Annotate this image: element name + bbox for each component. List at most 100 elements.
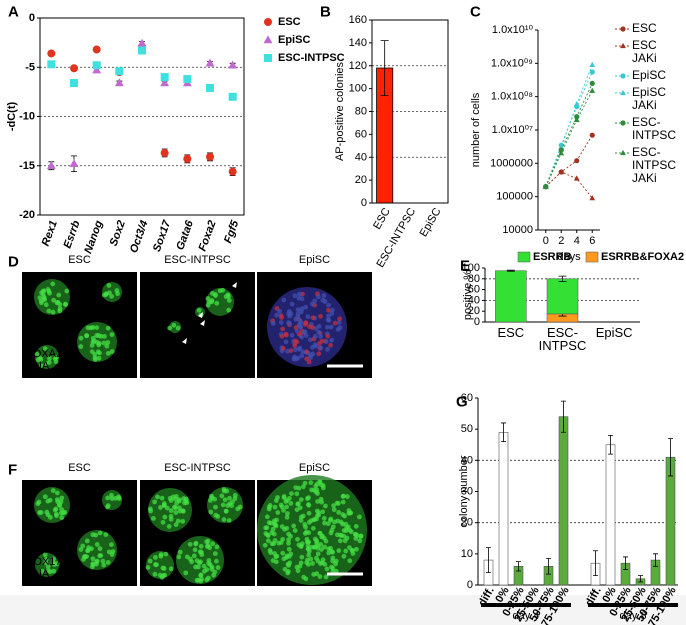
marker bbox=[183, 154, 192, 163]
cell bbox=[270, 526, 276, 532]
cell bbox=[326, 302, 331, 308]
cell bbox=[325, 333, 331, 339]
x-tick-label: Nanog bbox=[82, 219, 105, 256]
legend-marker bbox=[620, 149, 626, 156]
cell bbox=[90, 325, 96, 330]
cell bbox=[324, 566, 330, 572]
cell bbox=[321, 293, 327, 298]
cell bbox=[90, 564, 95, 570]
error-bar bbox=[516, 561, 521, 572]
cell bbox=[353, 523, 359, 529]
legend-label: EpiSC JAKi bbox=[632, 85, 667, 112]
cell bbox=[152, 554, 158, 560]
cell bbox=[306, 510, 312, 516]
cell bbox=[191, 553, 197, 559]
cell bbox=[51, 297, 57, 303]
marker bbox=[589, 80, 595, 87]
cell bbox=[226, 518, 232, 523]
error-bar bbox=[593, 550, 598, 577]
group-bracket bbox=[588, 603, 678, 607]
cell bbox=[105, 350, 111, 356]
y-tick-label: 1.0x10⁰⁸ bbox=[491, 91, 533, 103]
cell bbox=[305, 314, 311, 320]
cell bbox=[282, 566, 288, 572]
panel-letter: A bbox=[8, 4, 19, 21]
cell bbox=[304, 529, 309, 535]
cell bbox=[286, 546, 292, 552]
cell bbox=[109, 349, 115, 354]
cell bbox=[171, 322, 177, 328]
legend-marker bbox=[620, 42, 626, 49]
error-bar bbox=[608, 435, 613, 455]
marker bbox=[558, 168, 565, 175]
cell bbox=[285, 570, 291, 576]
cell bbox=[337, 538, 343, 544]
x-tick-label: Sox2 bbox=[108, 219, 128, 248]
cell bbox=[301, 574, 307, 580]
cell bbox=[336, 548, 342, 553]
cell bbox=[295, 501, 301, 507]
cell bbox=[336, 319, 342, 325]
cell bbox=[182, 500, 187, 506]
cell bbox=[309, 544, 315, 550]
colony bbox=[102, 282, 122, 302]
stain-label: SOX17 bbox=[26, 556, 61, 568]
cell bbox=[322, 544, 328, 550]
cell bbox=[43, 302, 49, 308]
y-tick-label: 40 bbox=[461, 454, 473, 466]
cell bbox=[300, 349, 306, 355]
marker bbox=[574, 114, 580, 120]
cell bbox=[265, 538, 271, 544]
cell bbox=[331, 503, 337, 509]
cell bbox=[180, 508, 186, 514]
cell bbox=[113, 495, 118, 501]
cell bbox=[227, 495, 232, 501]
cell bbox=[101, 340, 107, 346]
cell bbox=[198, 572, 204, 578]
cell bbox=[280, 346, 286, 351]
cell bbox=[274, 312, 280, 318]
cell bbox=[281, 556, 287, 562]
cell bbox=[152, 571, 158, 577]
marker bbox=[206, 83, 214, 92]
cell bbox=[90, 556, 96, 562]
marker bbox=[228, 60, 238, 69]
cell bbox=[311, 517, 317, 523]
cell bbox=[323, 503, 328, 509]
column-header: EpiSC bbox=[299, 254, 330, 266]
error-bar bbox=[546, 558, 551, 575]
cell bbox=[295, 568, 301, 574]
cell bbox=[293, 325, 299, 330]
cell bbox=[346, 508, 352, 513]
cell bbox=[196, 564, 201, 570]
x-tick-label: ESC bbox=[497, 325, 525, 340]
cell bbox=[180, 518, 186, 524]
y-tick-label: 60 bbox=[468, 284, 480, 296]
cell bbox=[213, 504, 218, 510]
cell bbox=[315, 551, 321, 557]
column-header: ESC bbox=[68, 254, 91, 266]
cell bbox=[271, 531, 277, 537]
cell bbox=[292, 293, 298, 299]
cell bbox=[168, 516, 174, 522]
cell bbox=[202, 568, 207, 574]
cell bbox=[161, 501, 167, 506]
cell bbox=[320, 297, 326, 303]
cell bbox=[50, 281, 56, 287]
cell bbox=[93, 532, 99, 538]
y-tick-label: 0 bbox=[361, 197, 367, 209]
cell bbox=[222, 497, 228, 503]
cell bbox=[306, 519, 312, 525]
error-bar bbox=[558, 275, 567, 282]
cell bbox=[40, 568, 45, 574]
legend-label: EpiSC bbox=[632, 68, 667, 82]
cell bbox=[318, 334, 324, 339]
marker bbox=[47, 49, 56, 58]
marker bbox=[92, 65, 102, 74]
cell bbox=[304, 536, 310, 542]
cell bbox=[94, 561, 99, 567]
cell bbox=[105, 325, 111, 331]
cell bbox=[109, 293, 115, 299]
cell bbox=[333, 568, 339, 574]
bottom-band bbox=[0, 595, 686, 625]
